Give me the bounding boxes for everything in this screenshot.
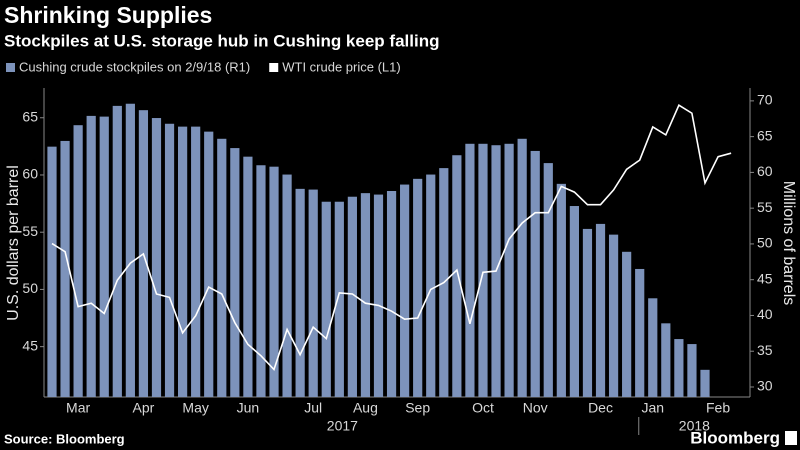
bar — [60, 140, 70, 398]
bar — [73, 125, 83, 397]
y2-tick-label: 70 — [757, 92, 773, 108]
bar — [413, 178, 423, 397]
y-tick-label: 55 — [22, 223, 38, 239]
y2-tick-label: 60 — [757, 163, 773, 179]
bar — [151, 118, 162, 398]
bar — [543, 163, 553, 397]
chart-title: Shrinking Supplies — [4, 2, 212, 28]
bar — [308, 189, 318, 397]
bar — [386, 191, 397, 397]
bar — [204, 131, 214, 397]
y-tick-label: 50 — [22, 280, 38, 296]
x-tick-label: Feb — [706, 400, 730, 416]
year-label: 2017 — [327, 418, 358, 434]
y2-tick-label: 35 — [757, 342, 773, 358]
y2-axis-label: Millions of barrels — [780, 181, 797, 305]
y-axis-label: U.S. dollars per barrel — [5, 165, 22, 321]
y2-tick-label: 30 — [757, 378, 773, 394]
legend-label: WTI crude price (L1) — [282, 59, 400, 74]
chart-subtitle: Stockpiles at U.S. storage hub in Cushin… — [4, 31, 439, 50]
bar — [178, 126, 188, 397]
bar — [47, 146, 57, 397]
bar — [99, 116, 109, 397]
bar — [595, 223, 606, 397]
bar — [347, 196, 357, 397]
bar — [243, 156, 253, 397]
x-tick-label: Oct — [472, 400, 494, 416]
y2-tick-label: 45 — [757, 270, 773, 286]
year-label: 2018 — [679, 418, 710, 434]
x-tick-label: Jan — [641, 400, 664, 416]
bar — [648, 298, 658, 397]
bar — [191, 126, 201, 397]
x-tick-label: Dec — [588, 400, 613, 416]
bar — [661, 323, 671, 397]
bar — [687, 344, 697, 397]
brand: Bloomberg — [690, 428, 780, 447]
bar — [635, 268, 645, 397]
bar — [556, 183, 566, 397]
bar — [465, 143, 475, 397]
brand-icon — [785, 431, 797, 445]
bar — [164, 123, 175, 397]
bar — [125, 103, 135, 397]
x-tick-label: Jun — [237, 400, 260, 416]
legend-swatch — [269, 63, 279, 72]
y-tick-label: 45 — [22, 337, 38, 353]
legend-swatch — [6, 63, 15, 72]
bar — [530, 150, 540, 397]
legend-label: Cushing crude stockpiles on 2/9/18 (R1) — [19, 59, 250, 74]
bar — [256, 165, 266, 397]
y2-tick-label: 65 — [757, 127, 773, 143]
bar — [504, 143, 514, 397]
y-tick-label: 60 — [22, 166, 38, 182]
bar — [517, 138, 527, 397]
x-tick-label: Nov — [523, 400, 548, 416]
y-tick-label: 65 — [22, 108, 38, 124]
y2-tick-label: 40 — [757, 306, 773, 322]
x-tick-label: Sep — [405, 400, 430, 416]
y2-tick-label: 55 — [757, 199, 773, 215]
bar — [569, 206, 579, 397]
bar — [608, 234, 619, 397]
x-tick-label: Mar — [66, 400, 90, 416]
bar — [426, 174, 436, 397]
bar — [269, 166, 279, 397]
price-line — [51, 104, 732, 372]
x-tick-label: Apr — [133, 400, 155, 416]
bar — [452, 155, 462, 397]
bar — [400, 184, 410, 397]
bar — [217, 138, 227, 397]
source: Source: Bloomberg — [4, 431, 125, 446]
bar — [622, 251, 632, 397]
bar — [112, 105, 122, 397]
bar — [334, 201, 344, 397]
bar — [86, 115, 96, 397]
bar — [373, 194, 384, 397]
bar — [674, 339, 684, 397]
bar — [321, 201, 331, 397]
x-tick-label: Aug — [353, 400, 378, 416]
bar — [295, 188, 305, 397]
y2-tick-label: 50 — [757, 235, 773, 251]
bar — [582, 228, 593, 397]
bar — [360, 193, 371, 397]
bar — [478, 143, 488, 397]
bar — [282, 174, 292, 397]
x-tick-label: May — [182, 400, 208, 416]
x-tick-label: Jul — [304, 400, 322, 416]
bar — [700, 369, 710, 397]
bar — [230, 148, 240, 397]
